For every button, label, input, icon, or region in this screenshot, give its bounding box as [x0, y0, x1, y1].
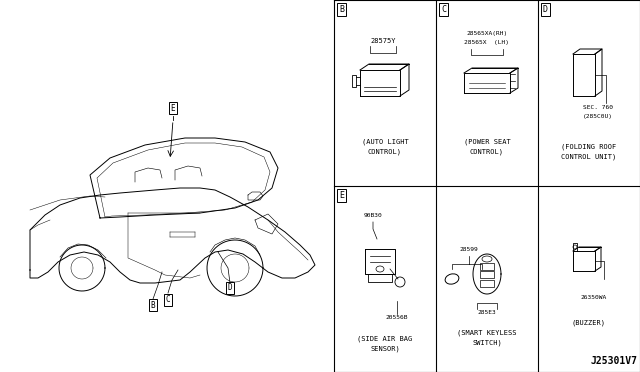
Text: (SIDE AIR BAG: (SIDE AIR BAG — [357, 336, 413, 343]
Text: 90B30: 90B30 — [364, 213, 382, 218]
Text: 28599: 28599 — [460, 247, 478, 252]
Text: B: B — [150, 301, 156, 310]
Text: 20556B: 20556B — [386, 315, 408, 320]
Text: E: E — [171, 103, 175, 112]
Text: 28575Y: 28575Y — [371, 38, 396, 44]
Bar — [480, 271, 494, 278]
Text: (FOLDING ROOF: (FOLDING ROOF — [561, 143, 616, 150]
Text: (BUZZER): (BUZZER) — [572, 319, 606, 326]
Text: (SMART KEYLESS: (SMART KEYLESS — [457, 329, 516, 336]
Bar — [480, 263, 494, 269]
Text: D: D — [228, 283, 232, 292]
Text: CONTROL UNIT): CONTROL UNIT) — [561, 153, 616, 160]
Text: SENSOR): SENSOR) — [370, 346, 400, 353]
Text: 28565XA(RH): 28565XA(RH) — [467, 31, 508, 36]
Text: (285C0U): (285C0U) — [583, 114, 613, 119]
Text: D: D — [543, 5, 548, 14]
Text: SWITCH): SWITCH) — [472, 339, 502, 346]
Text: E: E — [339, 191, 344, 200]
Text: C: C — [441, 5, 446, 14]
Bar — [352, 75, 356, 87]
Text: (AUTO LIGHT: (AUTO LIGHT — [362, 138, 408, 144]
Text: CONTROL): CONTROL) — [368, 148, 402, 154]
Text: C: C — [166, 295, 170, 305]
Bar — [480, 280, 494, 286]
Text: (POWER SEAT: (POWER SEAT — [463, 138, 510, 144]
Text: SEC. 760: SEC. 760 — [583, 105, 613, 110]
Text: J25301V7: J25301V7 — [591, 356, 638, 366]
Text: 285E3: 285E3 — [477, 310, 497, 315]
Text: B: B — [339, 5, 344, 14]
Text: 28565X  (LH): 28565X (LH) — [465, 40, 509, 45]
Text: CONTROL): CONTROL) — [470, 148, 504, 154]
Bar — [334, 0, 640, 372]
Text: 26350WA: 26350WA — [581, 295, 607, 300]
